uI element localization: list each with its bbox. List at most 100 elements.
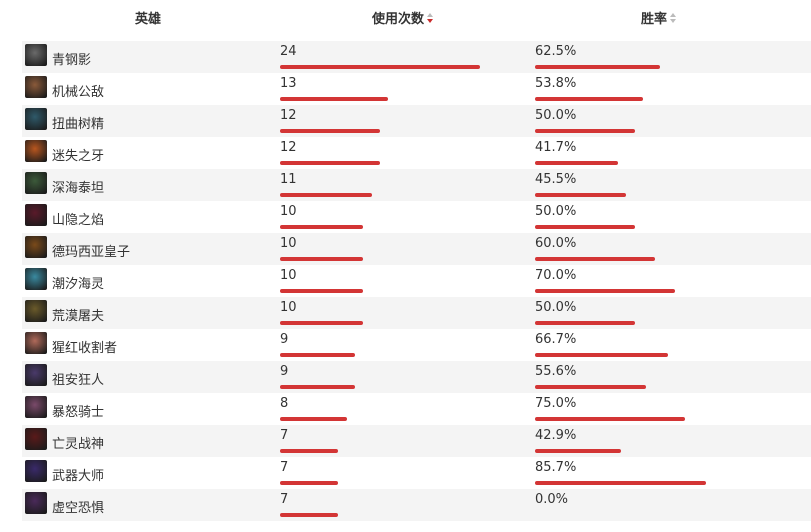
hero-portrait-icon	[25, 236, 47, 258]
usage-count: 7	[280, 428, 289, 443]
column-header-winrate[interactable]: 胜率	[641, 8, 677, 27]
hero-portrait-icon	[25, 204, 47, 226]
winrate-value: 41.7%	[535, 140, 577, 155]
hero-avatar	[25, 428, 47, 450]
hero-name: 猩红收割者	[52, 341, 118, 356]
hero-avatar	[25, 300, 47, 322]
hero-name: 青钢影	[52, 53, 92, 68]
usage-bar	[280, 161, 380, 165]
winrate-bar	[535, 257, 655, 261]
winrate-value: 0.0%	[535, 492, 569, 507]
usage-bar	[280, 193, 372, 197]
usage-count: 10	[280, 204, 297, 219]
hero-portrait-icon	[25, 300, 47, 322]
hero-portrait-icon	[25, 364, 47, 386]
usage-count: 12	[280, 140, 297, 155]
table-row: 青钢影 24 62.5%	[22, 41, 811, 73]
column-header-winrate-label: 胜率	[641, 12, 668, 27]
usage-count: 11	[280, 172, 297, 187]
winrate-bar	[535, 449, 621, 453]
hero-portrait-icon	[25, 44, 47, 66]
winrate-value: 75.0%	[535, 396, 577, 411]
hero-name: 暴怒骑士	[52, 405, 105, 420]
usage-count: 12	[280, 108, 297, 123]
hero-avatar	[25, 364, 47, 386]
usage-bar	[280, 225, 363, 229]
usage-bar	[280, 65, 480, 69]
usage-bar	[280, 97, 388, 101]
hero-avatar	[25, 492, 47, 514]
table-row: 武器大师 7 85.7%	[22, 457, 811, 489]
hero-name: 潮汐海灵	[52, 277, 105, 292]
winrate-bar	[535, 129, 635, 133]
hero-avatar	[25, 172, 47, 194]
hero-name: 深海泰坦	[52, 181, 105, 196]
hero-portrait-icon	[25, 108, 47, 130]
hero-avatar	[25, 44, 47, 66]
usage-bar	[280, 513, 338, 517]
hero-avatar	[25, 332, 47, 354]
winrate-value: 50.0%	[535, 300, 577, 315]
hero-avatar	[25, 204, 47, 226]
usage-bar	[280, 353, 355, 357]
winrate-bar	[535, 161, 618, 165]
table-row: 荒漠屠夫 10 50.0%	[22, 297, 811, 329]
hero-portrait-icon	[25, 332, 47, 354]
hero-avatar	[25, 460, 47, 482]
hero-name: 德玛西亚皇子	[52, 245, 131, 260]
winrate-value: 50.0%	[535, 108, 577, 123]
winrate-bar	[535, 289, 675, 293]
hero-avatar	[25, 236, 47, 258]
column-header-hero: 英雄	[135, 8, 161, 27]
hero-portrait-icon	[25, 76, 47, 98]
winrate-value: 60.0%	[535, 236, 577, 251]
table-row: 祖安狂人 9 55.6%	[22, 361, 811, 393]
hero-name: 亡灵战神	[52, 437, 105, 452]
usage-count: 10	[280, 300, 297, 315]
winrate-bar	[535, 417, 685, 421]
winrate-bar	[535, 193, 626, 197]
hero-name: 机械公敌	[52, 85, 105, 100]
hero-name: 祖安狂人	[52, 373, 105, 388]
usage-bar	[280, 129, 380, 133]
usage-count: 7	[280, 460, 289, 475]
usage-bar	[280, 385, 355, 389]
sort-icon[interactable]	[670, 13, 677, 24]
winrate-value: 50.0%	[535, 204, 577, 219]
hero-avatar	[25, 76, 47, 98]
table-row: 扭曲树精 12 50.0%	[22, 105, 811, 137]
usage-bar	[280, 417, 347, 421]
usage-count: 9	[280, 332, 289, 347]
hero-avatar	[25, 268, 47, 290]
usage-count: 13	[280, 76, 297, 91]
hero-avatar	[25, 108, 47, 130]
column-header-hero-label: 英雄	[135, 12, 162, 27]
hero-avatar	[25, 140, 47, 162]
table-header: 英雄 使用次数 胜率	[0, 0, 811, 34]
hero-name: 荒漠屠夫	[52, 309, 105, 324]
winrate-bar	[535, 385, 646, 389]
usage-bar	[280, 449, 338, 453]
usage-count: 7	[280, 492, 289, 507]
usage-bar	[280, 321, 363, 325]
winrate-bar	[535, 321, 635, 325]
table-row: 深海泰坦 11 45.5%	[22, 169, 811, 201]
hero-name: 虚空恐惧	[52, 501, 105, 516]
winrate-value: 45.5%	[535, 172, 577, 187]
table-row: 猩红收割者 9 66.7%	[22, 329, 811, 361]
hero-portrait-icon	[25, 460, 47, 482]
table-row: 暴怒骑士 8 75.0%	[22, 393, 811, 425]
winrate-bar	[535, 65, 660, 69]
winrate-bar	[535, 481, 706, 485]
winrate-value: 85.7%	[535, 460, 577, 475]
usage-count: 9	[280, 364, 289, 379]
usage-bar	[280, 257, 363, 261]
sort-desc-icon[interactable]	[427, 13, 434, 24]
usage-count: 10	[280, 268, 297, 283]
hero-portrait-icon	[25, 172, 47, 194]
table-row: 迷失之牙 12 41.7%	[22, 137, 811, 169]
hero-name: 迷失之牙	[52, 149, 105, 164]
table-row: 虚空恐惧 7 0.0%	[22, 489, 811, 521]
column-header-usage[interactable]: 使用次数	[372, 8, 434, 27]
